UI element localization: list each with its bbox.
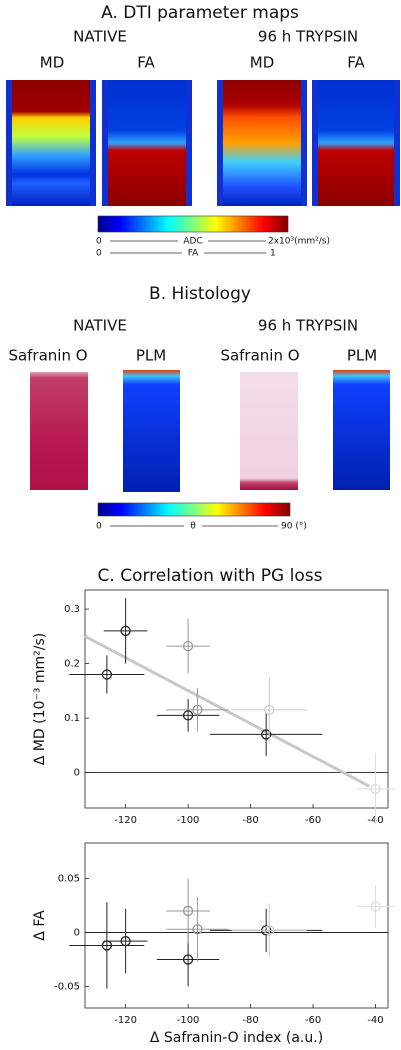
- colorbar-label: 0: [96, 237, 102, 247]
- panel-title: A. DTI parameter maps: [101, 3, 299, 23]
- x-tick-label: -80: [242, 1015, 258, 1026]
- panel-a: A. DTI parameter maps NATIVE 96 h TRYPSI…: [6, 3, 400, 259]
- md-map: [223, 80, 301, 206]
- fa-map: [318, 80, 394, 206]
- plm-image: [333, 370, 390, 490]
- data-point: [182, 710, 194, 721]
- panel-b: B. Histology NATIVE 96 h TRYPSIN Safrani…: [8, 284, 390, 532]
- plot-frame: [84, 842, 389, 1009]
- y-tick-label: 0: [74, 928, 80, 939]
- panel-title: B. Histology: [149, 284, 251, 304]
- colorbar-label: FA: [188, 249, 199, 259]
- x-tick-label: -60: [305, 1015, 321, 1026]
- colorbar-label: 90 (°): [281, 522, 307, 532]
- data-point: [182, 905, 194, 917]
- colorbar-label: 0: [96, 522, 102, 532]
- colorbar-label: 2x10³(mm²/s): [268, 237, 330, 247]
- data-point: [370, 901, 381, 912]
- y-axis-label: Δ MD (10⁻³ mm²/s): [32, 633, 48, 765]
- x-tick-label: -100: [177, 1015, 200, 1026]
- y-tick-label: -0.05: [54, 981, 80, 992]
- data-point: [192, 704, 203, 716]
- plm-image: [123, 370, 180, 492]
- data-point: [182, 954, 194, 965]
- data-point: [264, 925, 275, 936]
- x-tick-label: -60: [305, 815, 321, 826]
- data-point: [182, 640, 194, 652]
- image-label: Safranin O: [220, 347, 299, 365]
- y-tick-label: 0.3: [64, 604, 80, 615]
- group-label: 96 h TRYPSIN: [258, 317, 358, 335]
- histology-image: [30, 372, 88, 490]
- map-label: MD: [250, 54, 275, 72]
- colorbar-label: 0: [96, 249, 102, 259]
- trend-line: [84, 634, 370, 788]
- fa-map: [108, 80, 186, 206]
- data-point: [120, 935, 131, 947]
- group-label: NATIVE: [73, 317, 127, 335]
- data-point: [370, 783, 381, 795]
- image-label: PLM: [136, 347, 166, 365]
- map-label: FA: [137, 54, 155, 72]
- data-point: [264, 704, 275, 716]
- x-axis-label: Δ Safranin-O index (a.u.): [150, 1030, 323, 1046]
- data-point: [120, 625, 131, 637]
- plot-frame: [84, 589, 389, 809]
- colorbar-label: ADC: [183, 237, 202, 247]
- colorbar: [97, 215, 289, 233]
- colorbar-label: θ: [190, 522, 196, 532]
- colorbar: [97, 502, 291, 517]
- group-label: NATIVE: [73, 28, 127, 46]
- x-tick-label: -120: [114, 815, 137, 826]
- group-label: 96 h TRYPSIN: [258, 28, 358, 46]
- x-tick-label: -40: [367, 1015, 383, 1026]
- colorbar-label: 1: [270, 249, 276, 259]
- map-label: FA: [347, 54, 365, 72]
- y-tick-label: 0: [74, 768, 80, 779]
- map-label: MD: [40, 54, 65, 72]
- data-point: [192, 924, 203, 935]
- data-point: [261, 729, 272, 740]
- x-tick-label: -100: [177, 815, 200, 826]
- y-axis-label: Δ FA: [32, 910, 48, 941]
- data-point: [101, 669, 113, 680]
- md-map: [12, 80, 90, 206]
- panel-title: C. Correlation with PG loss: [98, 566, 323, 586]
- x-tick-label: -120: [114, 1015, 137, 1026]
- y-tick-label: 0.2: [64, 659, 80, 670]
- y-tick-label: 0.05: [58, 874, 80, 885]
- image-label: PLM: [347, 347, 377, 365]
- x-tick-label: -80: [242, 815, 258, 826]
- y-tick-label: 0.1: [64, 713, 80, 724]
- image-label: Safranin O: [8, 347, 87, 365]
- histology-image: [240, 372, 298, 490]
